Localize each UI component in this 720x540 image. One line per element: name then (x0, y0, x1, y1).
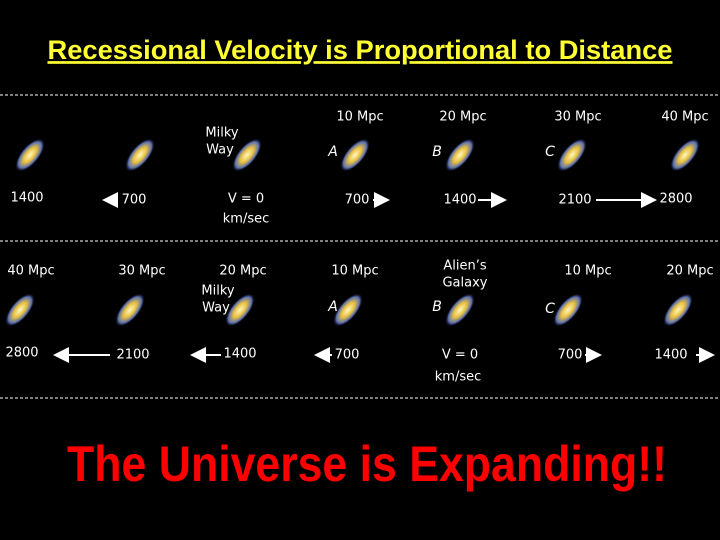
galaxy-label: C (545, 144, 555, 160)
distance: 20 Mpc (439, 110, 486, 125)
velocity: 2100 (558, 193, 591, 208)
galaxy-label: A (327, 144, 338, 160)
velocity: 2800 (5, 346, 38, 361)
galaxy-label: C (545, 301, 555, 317)
milky-way-label: Way (202, 301, 230, 316)
distance: 30 Mpc (118, 264, 165, 279)
galaxy-label: B (432, 144, 442, 160)
rest-velocity: V = 0 (442, 348, 478, 363)
observer-label: Alien’s (443, 259, 486, 274)
velocity: 2800 (659, 192, 692, 207)
velocity: 1400 (654, 348, 687, 363)
galaxy-label: B (432, 299, 442, 315)
velocity: 1400 (223, 347, 256, 362)
row-1: 10 Mpc 20 Mpc 30 Mpc 40 Mpc Milky Way A … (10, 110, 709, 227)
velocity: 1400 (10, 191, 43, 206)
velocity: 700 (558, 348, 583, 363)
observer-label: Milky (205, 126, 239, 141)
distance: 40 Mpc (661, 110, 708, 125)
distance: 20 Mpc (219, 264, 266, 279)
observer-label: Galaxy (442, 276, 487, 291)
distance: 30 Mpc (554, 110, 601, 125)
velocity: 700 (122, 193, 147, 208)
distance: 10 Mpc (331, 264, 378, 279)
velocity: 1400 (443, 193, 476, 208)
rest-velocity: V = 0 (228, 192, 264, 207)
distance: 40 Mpc (7, 264, 54, 279)
distance: 20 Mpc (666, 264, 713, 279)
velocity: 2100 (116, 348, 149, 363)
distance: 10 Mpc (336, 110, 383, 125)
rest-velocity: km/sec (223, 212, 270, 227)
distance: 10 Mpc (564, 264, 611, 279)
rest-velocity: km/sec (435, 370, 482, 385)
conclusion: The Universe is Expanding!! (67, 436, 667, 492)
row-2: 40 Mpc 30 Mpc 20 Mpc 10 Mpc 10 Mpc 20 Mp… (0, 259, 715, 385)
title: Recessional Velocity is Proportional to … (48, 35, 673, 65)
velocity: 700 (345, 193, 370, 208)
milky-way-label: Milky (201, 284, 235, 299)
observer-label: Way (206, 143, 234, 158)
galaxy-label: A (327, 299, 338, 315)
velocity: 700 (335, 348, 360, 363)
